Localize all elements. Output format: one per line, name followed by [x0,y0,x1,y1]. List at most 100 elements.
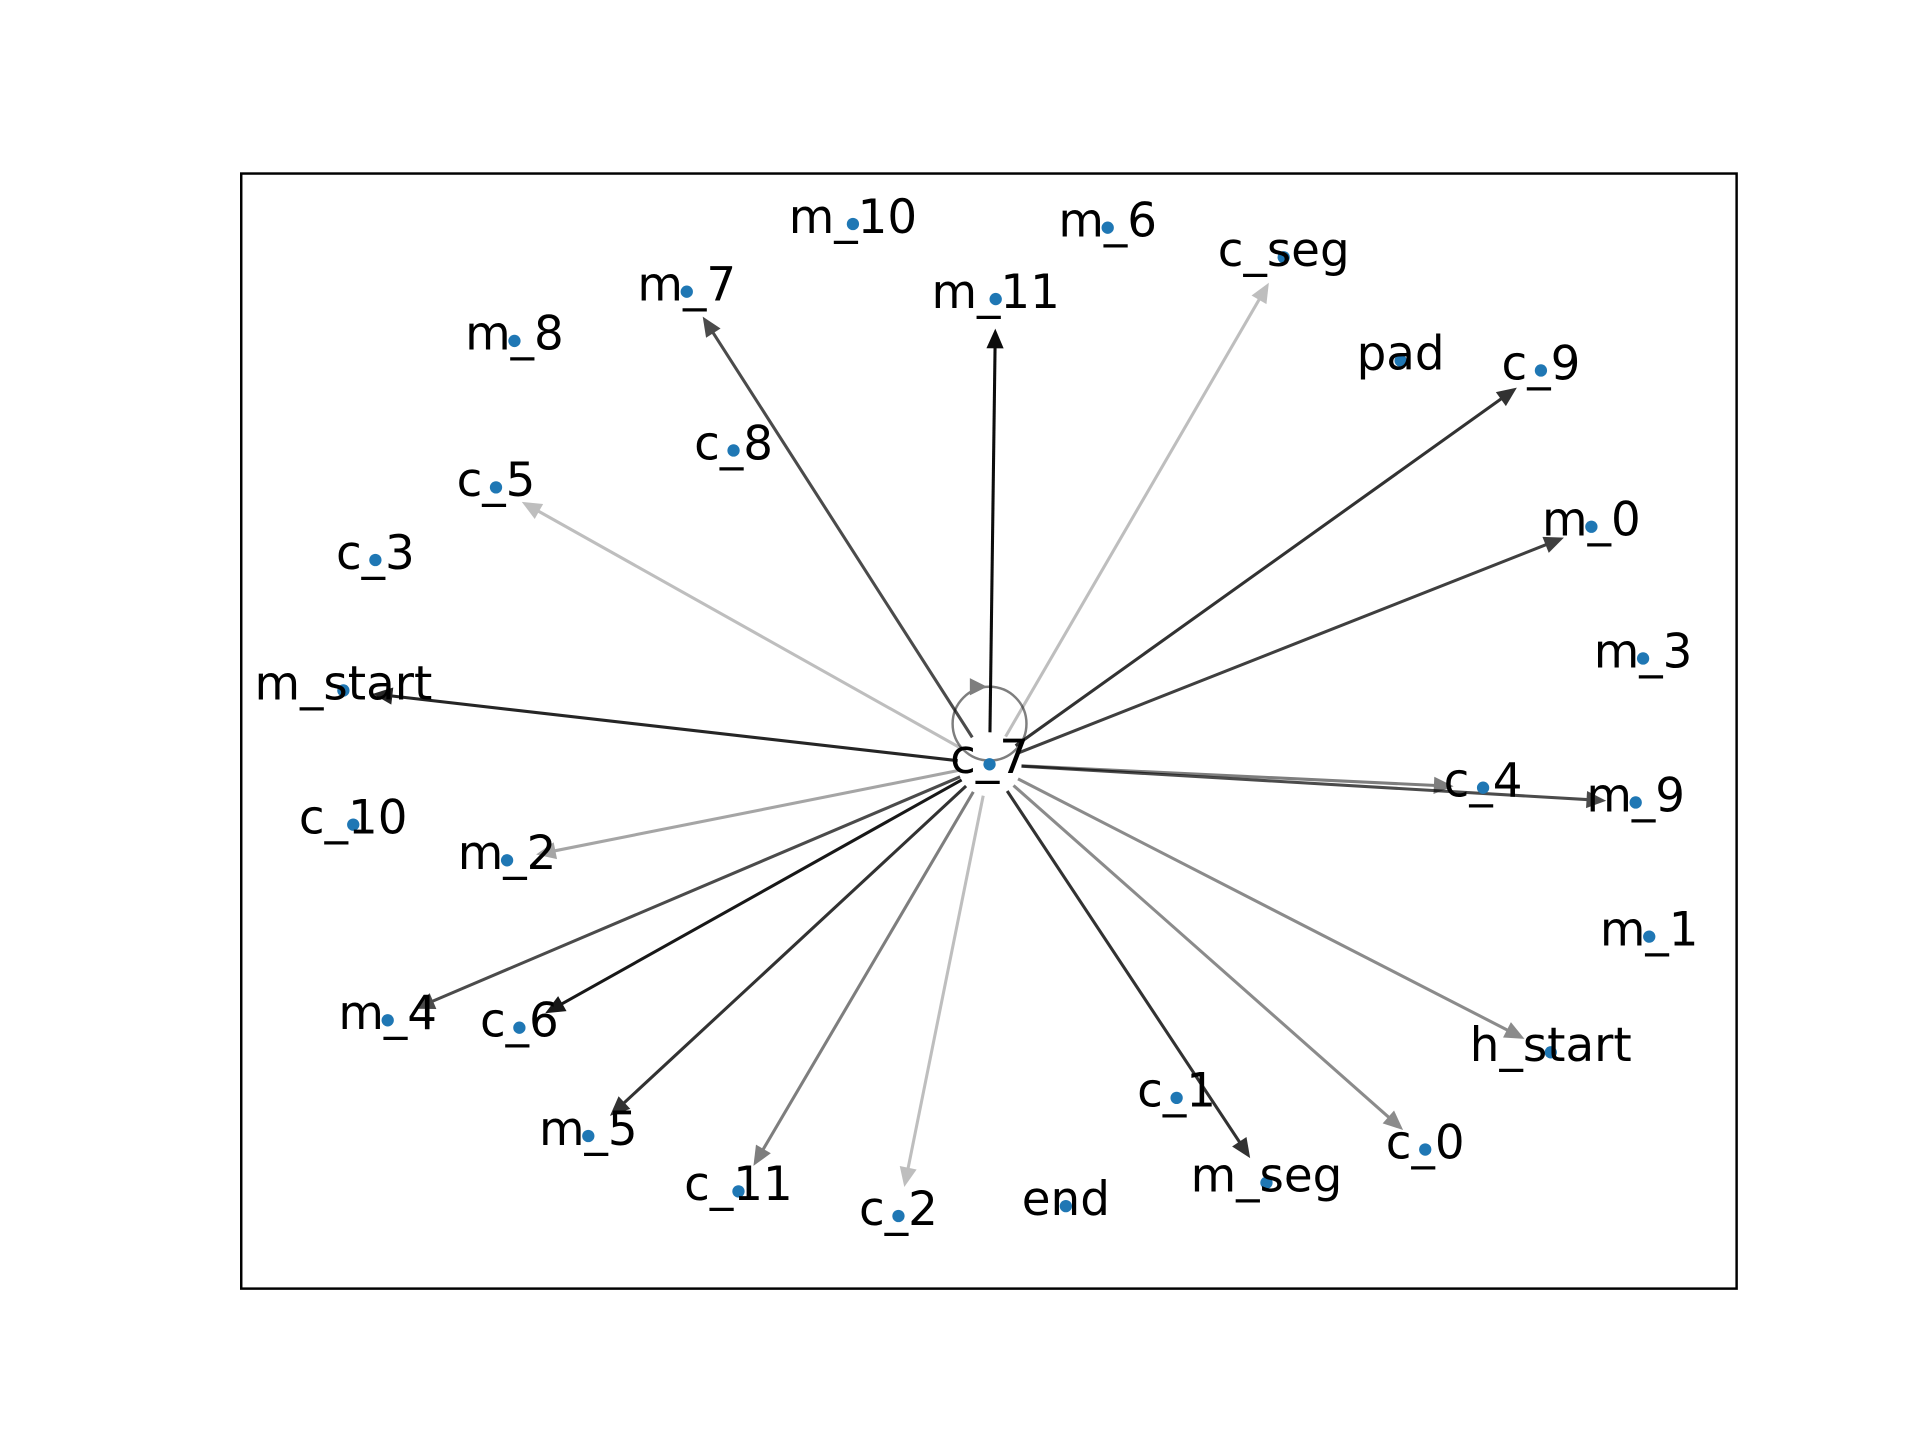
node [1260,1176,1273,1189]
edge-line [552,769,959,853]
arrowhead [1503,1022,1525,1039]
node-label: c_6 [480,994,559,1048]
edge-line [906,795,985,1171]
edge-line [1004,296,1262,738]
node [1476,781,1490,794]
node [381,1014,394,1027]
arrowhead [1495,387,1517,407]
arrowhead [1382,1110,1404,1130]
node-label: c_8 [694,417,773,471]
node [347,818,360,831]
node [732,1185,745,1198]
node [513,1021,526,1034]
edge [545,778,963,1014]
edge-line [988,345,997,733]
edge [1021,764,1607,809]
node [1534,364,1548,377]
node-label: m_5 [539,1103,638,1157]
arrowhead [986,328,1004,349]
node [582,1129,595,1143]
node-label: m_4 [338,987,437,1041]
edge-line [621,784,968,1106]
node-label: c_3 [336,527,415,581]
node [983,758,996,771]
edge-line [710,330,974,739]
node [1277,251,1290,264]
node-label: m_3 [1594,625,1693,679]
node-label: c_11 [684,1158,793,1212]
node [369,553,382,567]
arrowhead [1586,790,1607,809]
arrowhead [372,687,394,705]
node-label: m_0 [1542,494,1641,548]
node [892,1209,905,1223]
node [1629,796,1642,809]
edge [521,501,963,750]
edge-line [1005,790,1242,1145]
edge [536,769,959,860]
edge [609,784,968,1116]
edge-line [1012,784,1392,1120]
node [727,444,740,457]
node-label: c_10 [299,791,408,845]
edge [1018,536,1564,754]
edge-line [1014,396,1504,747]
node-label: end [1022,1173,1110,1227]
edge-line [1018,542,1549,754]
node [1544,1046,1557,1059]
arrowhead [536,842,558,860]
arrowhead [753,1144,771,1166]
node-label: c_4 [1444,754,1523,808]
node-label: c_0 [1386,1116,1465,1170]
edge-line [559,778,963,1007]
edge-line [389,694,958,763]
edge [414,775,961,1009]
node-label: m_start [254,657,432,711]
node-label: c_5 [457,454,536,508]
arrowhead [899,1166,917,1188]
edge [702,316,974,739]
edge [1004,282,1269,738]
edge-line [430,775,961,1004]
frame [240,172,1738,1290]
arrowhead [414,993,437,1009]
edges [372,282,1607,1188]
edge [1017,777,1525,1039]
node-label: c_9 [1502,337,1581,391]
node-label: c_7 [950,731,1029,785]
edge [1005,790,1251,1159]
edge [1014,387,1517,747]
node-label: c_seg [1218,224,1350,278]
arrowhead [1542,536,1564,553]
node-label: m_1 [1600,903,1699,957]
edge [986,328,1004,733]
node [1059,1200,1072,1213]
node-label: m_2 [458,827,557,881]
edge-line [1017,777,1510,1033]
arrowhead [545,996,567,1014]
arrowhead [702,316,721,338]
node [1170,1091,1183,1104]
node [1101,221,1114,234]
node-label: m_11 [931,266,1059,320]
node-label: m_6 [1058,195,1157,249]
node [508,334,521,348]
edge [899,795,985,1188]
node-label: m_8 [465,308,564,362]
node [337,684,350,697]
node [989,292,1002,306]
node-label: m_seg [1191,1150,1343,1204]
node [1643,930,1656,943]
node-label: m_9 [1586,769,1685,823]
node-label: pad [1357,327,1445,381]
edge [1012,784,1404,1130]
node [500,854,514,867]
arrowhead [521,501,544,519]
nodes: m_10 m_6 c_seg m_7 m_11 m_8 pad c_9 c_8 c_5 m_0 c_3… [254,191,1698,1237]
edge [372,687,958,763]
edge-line [760,791,975,1152]
node-label: h_start [1470,1019,1632,1073]
node-label: c_1 [1137,1065,1216,1119]
